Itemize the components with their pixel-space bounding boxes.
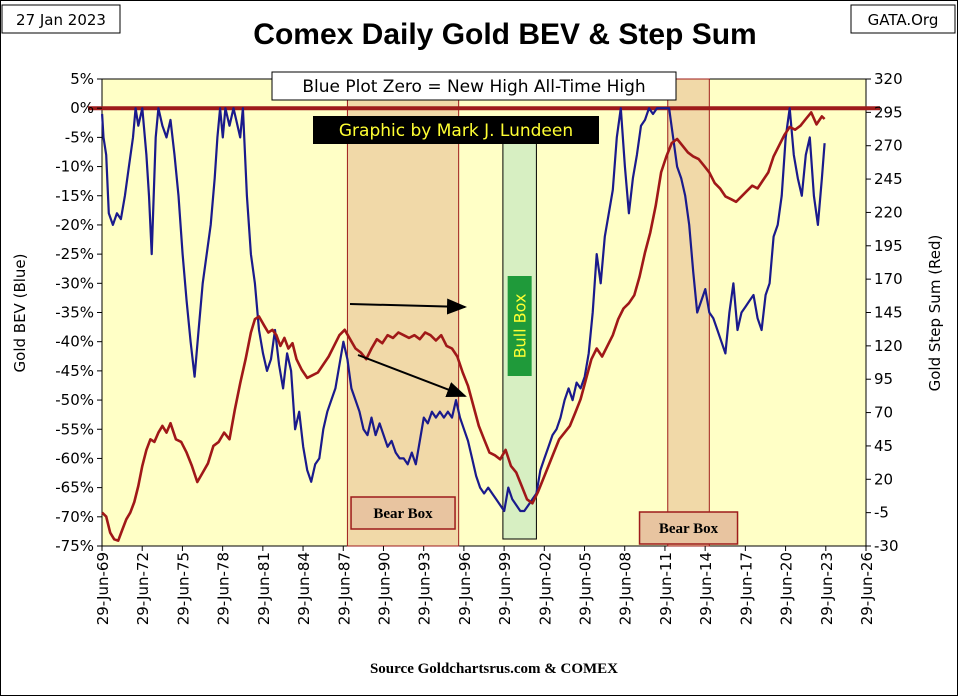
blue-zero-note: Blue Plot Zero = New High All-Time High xyxy=(302,77,645,97)
y-left-tick-label: -50% xyxy=(55,391,94,409)
byline-box xyxy=(313,116,599,144)
bear-box-label: Bear Box xyxy=(659,521,719,537)
series-line-gold-step-sum xyxy=(101,111,826,542)
x-tick-label: 29-Jun-14 xyxy=(697,552,715,625)
x-tick-label: 29-Jun-84 xyxy=(295,552,313,625)
y-left-tick-label: -30% xyxy=(55,274,94,292)
y-axis-right-label: Gold Step Sum (Red) xyxy=(926,235,944,392)
chart-title: Comex Daily Gold BEV & Step Sum xyxy=(253,18,756,51)
y-right-tick-label: 20 xyxy=(874,470,893,488)
y-left-tick-label: 0% xyxy=(70,99,94,117)
y-right-tick-label: -30 xyxy=(874,537,899,555)
y-left-tick-label: -55% xyxy=(55,420,94,438)
credit-label-box xyxy=(850,4,956,34)
y-axis-left-label: Gold BEV (Blue) xyxy=(11,254,29,373)
bull-box-label-bg xyxy=(507,276,532,376)
y-left-tick-label: -70% xyxy=(55,508,94,526)
x-tick-label: 29-Jun-87 xyxy=(335,552,353,625)
x-tick-label: 29-Jun-81 xyxy=(255,552,273,625)
y-right-tick-label: 170 xyxy=(874,270,903,288)
x-tick-label: 29-Jun-08 xyxy=(617,552,635,625)
y-right-tick-label: 145 xyxy=(874,304,903,322)
x-axis: 29-Jun-69 29-Jun-72 29-Jun-75 29-Jun-78 29-J… xyxy=(94,546,876,625)
date-label-box xyxy=(1,4,121,34)
x-tick-label: 29-Jun-17 xyxy=(737,552,755,625)
y-left-tick-label: 5% xyxy=(70,70,94,88)
y-right-tick-label: 220 xyxy=(874,203,903,221)
y-left-tick-label: -35% xyxy=(55,304,94,322)
y-axis-right: 320 295 270 245 220 195 170 145 120 95 70 45 20 -5 -30 xyxy=(866,70,903,555)
box-layer: Bear Box Bull Box Bear Box xyxy=(346,78,739,547)
y-left-tick-label: -15% xyxy=(55,187,94,205)
y-left-tick-label: -65% xyxy=(55,479,94,497)
date-label: 27 Jan 2023 xyxy=(16,11,106,29)
bear-box-label-bg xyxy=(350,496,456,530)
y-left-tick-label: -10% xyxy=(55,158,94,176)
y-right-tick-label: 120 xyxy=(874,337,903,355)
blue-zero-note-box xyxy=(271,71,677,101)
y-right-tick-label: 245 xyxy=(874,170,903,188)
series-line-gold-bev xyxy=(101,107,826,513)
y-right-tick-label: 320 xyxy=(874,70,903,88)
y-axis-left: 5% 0% -5% -10% -15% -20% -25% -30% -35% -40% -45% -… xyxy=(55,70,102,555)
y-right-tick-label: 45 xyxy=(874,437,893,455)
x-tick-label: 29-Jun-11 xyxy=(657,552,675,625)
x-tick-label: 29-Jun-72 xyxy=(134,552,152,625)
bear-box-label: Bear Box xyxy=(373,506,433,522)
y-left-tick-label: -75% xyxy=(55,537,94,555)
x-tick-label: 29-Jun-90 xyxy=(375,552,393,625)
x-tick-label: 29-Jun-99 xyxy=(496,552,514,625)
y-left-tick-label: -25% xyxy=(55,245,94,263)
y-left-tick-label: -5% xyxy=(65,128,94,146)
y-right-tick-label: 295 xyxy=(874,103,903,121)
x-tick-label: 29-Jun-93 xyxy=(416,552,434,625)
y-left-tick-label: -40% xyxy=(55,333,94,351)
credit-label: GATA.Org xyxy=(868,11,939,29)
y-right-tick-label: -5 xyxy=(874,504,889,522)
bear-box-label-bg xyxy=(638,511,739,545)
x-tick-label: 29-Jun-02 xyxy=(536,552,554,625)
y-right-tick-label: 95 xyxy=(874,370,893,388)
trend-arrow-bev xyxy=(357,354,467,398)
y-left-tick-label: -60% xyxy=(55,449,94,467)
x-tick-label: 29-Jun-23 xyxy=(818,552,836,625)
bull-box-label: Bull Box xyxy=(511,294,530,359)
byline: Graphic by Mark J. Lundeen xyxy=(339,121,573,141)
y-right-tick-label: 70 xyxy=(874,404,893,422)
trend-arrow-step-sum xyxy=(349,298,467,315)
x-tick-label: 29-Jun-05 xyxy=(577,552,595,625)
y-left-tick-label: -45% xyxy=(55,362,94,380)
y-right-tick-label: 270 xyxy=(874,137,903,155)
y-right-tick-label: 195 xyxy=(874,237,903,255)
bear-box xyxy=(346,78,460,547)
x-tick-label: 29-Jun-96 xyxy=(456,552,474,625)
x-tick-label: 29-Jun-69 xyxy=(94,552,112,625)
x-tick-label: 29-Jun-75 xyxy=(174,552,192,625)
y-left-tick-label: -20% xyxy=(55,216,94,234)
source-note: Source Goldchartsrus.com & COMEX xyxy=(370,661,618,677)
plot-area xyxy=(101,78,867,547)
x-tick-label: 29-Jun-78 xyxy=(215,552,233,625)
x-tick-label: 29-Jun-26 xyxy=(858,552,876,625)
x-tick-label: 29-Jun-20 xyxy=(778,552,796,625)
